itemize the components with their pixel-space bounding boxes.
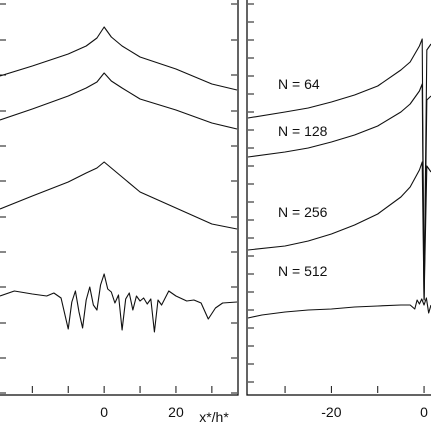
series-label: N = 64 bbox=[278, 76, 320, 92]
left-curves bbox=[0, 26, 238, 333]
series-label: N = 256 bbox=[278, 204, 328, 220]
left-series-line-3 bbox=[0, 273, 238, 333]
left-plot-frame bbox=[0, 0, 239, 396]
series-label: N = 128 bbox=[278, 123, 328, 139]
left-panel: 0 20 x*/h* bbox=[0, 0, 239, 425]
left-series-line-0 bbox=[0, 26, 238, 91]
left-ticks bbox=[0, 3, 237, 394]
x-tick-label: 0 bbox=[100, 404, 108, 420]
x-tick-label: -20 bbox=[321, 404, 341, 420]
right-plot-frame bbox=[246, 0, 431, 396]
right-series-line-1 bbox=[247, 83, 431, 301]
left-series-line-1 bbox=[0, 72, 238, 130]
right-series-line-3 bbox=[247, 297, 431, 319]
x-axis-label: x*/h* bbox=[199, 409, 229, 425]
series-label: N = 512 bbox=[278, 263, 328, 279]
x-tick-label: 20 bbox=[168, 404, 184, 420]
right-series-line-0 bbox=[247, 38, 431, 301]
x-tick-label: 0 bbox=[420, 404, 428, 420]
right-curves bbox=[247, 38, 431, 319]
right-series-line-2 bbox=[247, 161, 431, 301]
left-series-line-2 bbox=[0, 161, 238, 230]
right-panel: -20 0 N = 64 N = 128 N = 256 N = 512 bbox=[246, 0, 431, 420]
right-ticks bbox=[248, 3, 425, 393]
